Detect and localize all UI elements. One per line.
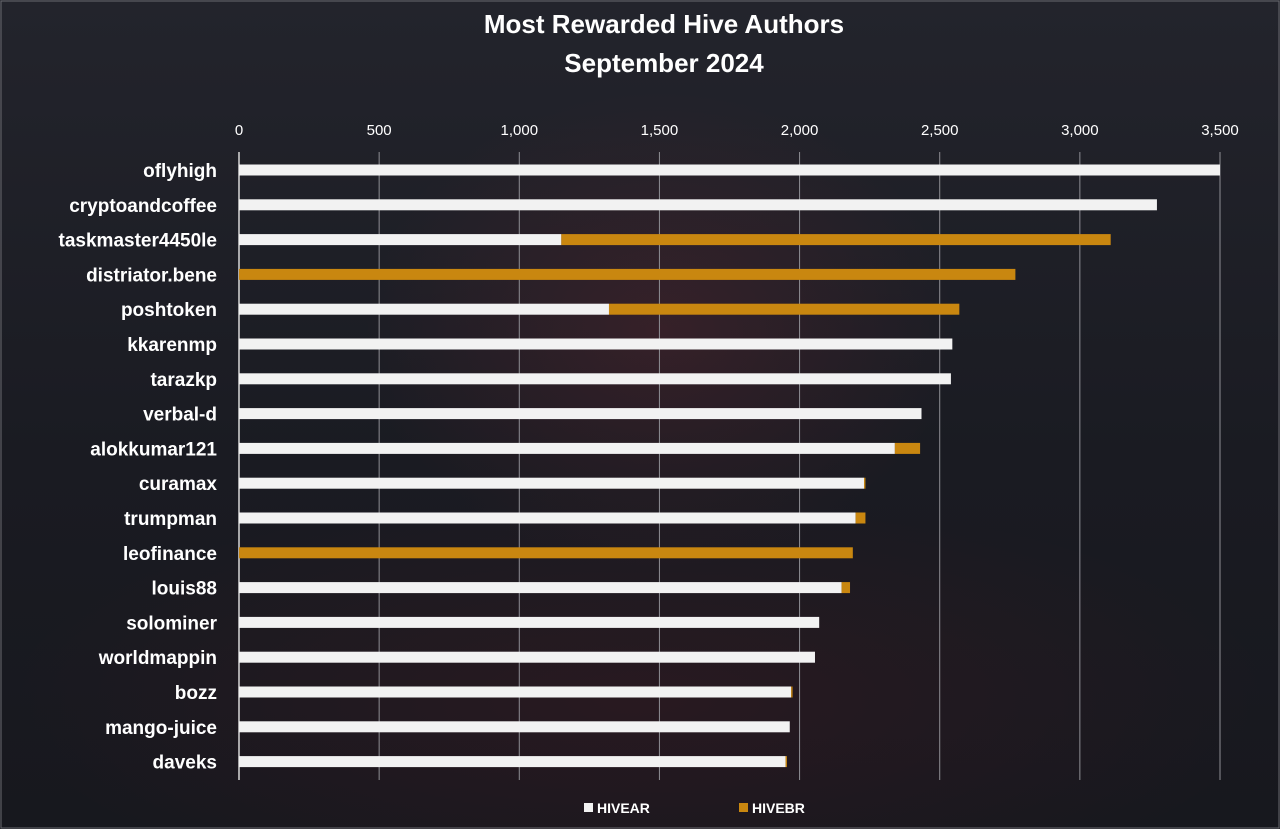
bar-hivear (239, 199, 1157, 211)
bar-hivear (239, 234, 562, 246)
category-label: curamax (139, 474, 218, 495)
bar-hivebr (561, 234, 1111, 246)
bars (239, 164, 1220, 768)
x-tick-label: 1,000 (501, 122, 539, 139)
x-tick-label: 3,500 (1201, 122, 1239, 139)
category-label: verbal-d (143, 405, 217, 426)
x-axis-ticks: 0 500 1,000 1,500 2,000 2,500 3,000 3,500 (235, 122, 1239, 139)
category-label: mango-juice (105, 718, 217, 739)
category-label: louis88 (152, 579, 217, 600)
category-label: solominer (126, 613, 217, 634)
category-label: poshtoken (121, 300, 217, 321)
category-label: daveks (153, 753, 217, 774)
legend-label-hivebr: HIVEBR (752, 800, 805, 816)
legend-label-hivear: HIVEAR (597, 800, 650, 816)
x-tick-label: 1,500 (641, 122, 679, 139)
bar-hivebr (785, 756, 787, 768)
bar-hivebr (841, 582, 851, 594)
x-tick-label: 3,000 (1061, 122, 1099, 139)
bar-hivebr (239, 547, 853, 559)
x-tick-label: 0 (235, 122, 243, 139)
bar-hivebr (894, 442, 921, 454)
bar-hivear (239, 721, 790, 733)
bar-hivear (239, 512, 856, 524)
x-tick-label: 500 (367, 122, 392, 139)
legend-swatch-hivear (584, 803, 593, 812)
bar-hivear (239, 651, 815, 663)
category-label: leofinance (123, 544, 217, 565)
y-axis-categories: oflyhigh cryptoandcoffee taskmaster4450le d… (59, 161, 218, 774)
legend: HIVEAR HIVEBR (584, 800, 805, 816)
category-label: trumpman (124, 509, 217, 530)
bar-hivear (239, 616, 820, 628)
bar-hivear (239, 373, 951, 385)
bar-hivebr (864, 477, 866, 489)
bar-hivear (239, 477, 865, 489)
bar-hivear (239, 303, 609, 315)
x-tick-label: 2,000 (781, 122, 819, 139)
bar-hivebr (608, 303, 960, 315)
category-label: taskmaster4450le (59, 231, 217, 252)
bar-hivebr (239, 268, 1016, 280)
bar-hivear (239, 408, 922, 420)
chart-subtitle: September 2024 (564, 48, 764, 78)
bar-hivebr (855, 512, 866, 524)
bar-hivear (239, 686, 792, 698)
bar-hivear (239, 582, 842, 594)
legend-swatch-hivebr (739, 803, 748, 812)
bar-hivear (239, 756, 786, 768)
bar-hivebr (791, 686, 793, 698)
bar-hivear (239, 338, 953, 350)
bar-hivear (239, 164, 1220, 176)
category-label: worldmappin (98, 648, 217, 669)
x-tick-label: 2,500 (921, 122, 959, 139)
category-label: tarazkp (150, 370, 217, 391)
category-label: cryptoandcoffee (69, 196, 217, 217)
category-label: alokkumar121 (90, 439, 217, 460)
category-label: kkarenmp (127, 335, 217, 356)
chart-title: Most Rewarded Hive Authors (484, 9, 844, 39)
category-label: distriator.bene (86, 265, 217, 286)
category-label: bozz (175, 683, 217, 704)
bar-hivear (239, 442, 895, 454)
grid-lines (238, 152, 1221, 780)
category-label: oflyhigh (143, 161, 217, 182)
